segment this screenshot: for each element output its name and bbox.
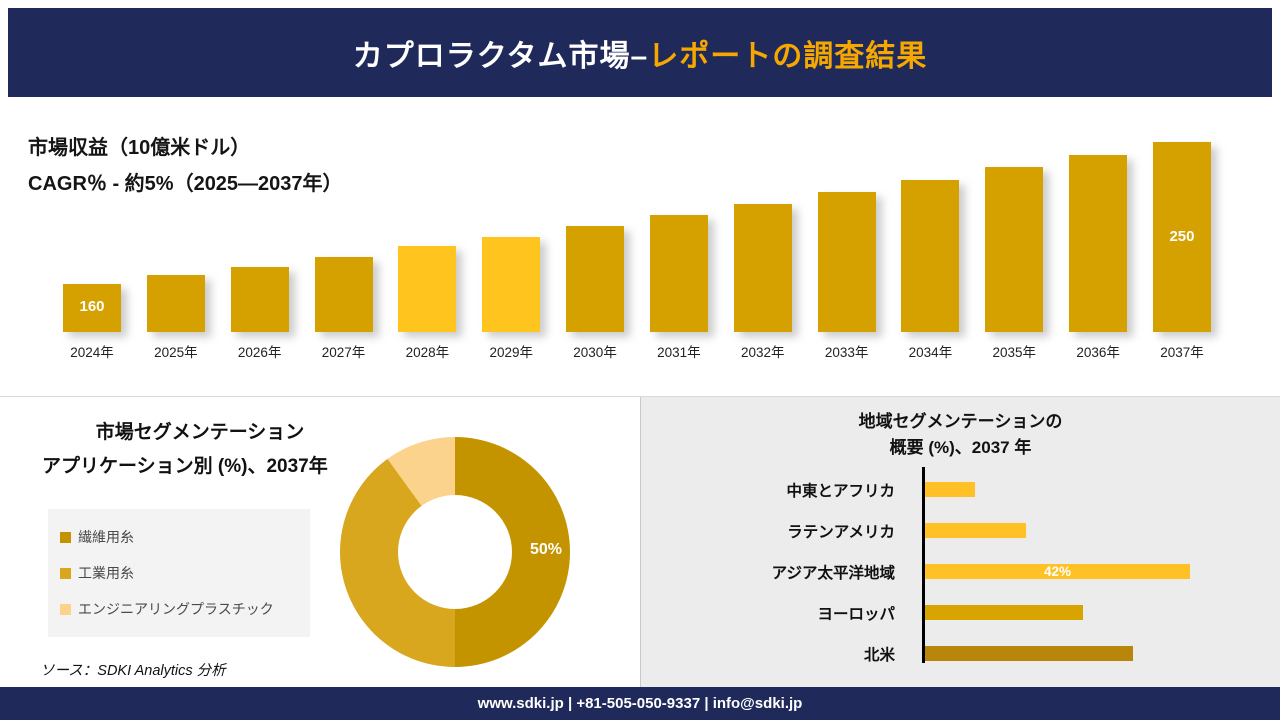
region-row: ヨーロッパ [641,592,1280,633]
region-row: ラテンアメリカ [641,510,1280,551]
source-note: ソース：SDKI Analytics 分析 [40,663,226,679]
region-bar [925,482,975,497]
legend-item: 繊維用糸 [60,527,298,547]
revenue-bar-cell: 2034年 [890,180,970,360]
revenue-bar-cell: 2025年 [136,275,216,360]
legend-swatch [60,531,71,543]
region-rows: 中東とアフリカ ラテンアメリカアジア太平洋地域 42% ヨーロッパ北米 [641,469,1280,674]
revenue-bar [566,226,625,332]
revenue-bar-cell: 2028年 [387,246,467,360]
revenue-bar-cell: 2026年 [220,267,300,360]
x-axis-label: 2036年 [1076,345,1120,360]
x-axis-label: 2027年 [321,345,366,360]
application-donut: 50% [340,437,570,667]
region-bar: 42% [925,564,1190,579]
region-row: 中東とアフリカ [641,469,1280,510]
x-axis-label: 2030年 [573,345,617,360]
legend-swatch [60,567,71,579]
revenue-bar: 160 [63,284,121,332]
header-banner: カプロラクタム市場–レポートの調査結果 [8,8,1272,97]
x-axis-label: 2032年 [740,345,785,360]
revenue-bar: 250 [1152,142,1211,332]
revenue-bar [817,192,876,332]
legend-label: 工業用糸 [78,565,134,581]
x-axis-label: 2028年 [405,345,450,360]
page-title: カプロラクタム市場–レポートの調査結果 [353,31,927,75]
revenue-bar [649,215,708,332]
region-label: ラテンアメリカ [787,523,895,541]
revenue-chart-labels: 市場収益（10億米ドル） CAGR％ - 約5%（2025―2037年） [28,130,343,202]
revenue-chart-subtitle: CAGR％ - 約5%（2025―2037年） [28,173,343,195]
revenue-bar [901,180,960,332]
donut-value-label: 50% [529,541,563,558]
revenue-bar-cell: 2035年 [974,167,1054,360]
region-title: 地域セグメンテーションの 概要 (%)、2037 年 [641,409,1280,461]
revenue-bar-cell: 2032年 [723,204,803,360]
region-panel: 地域セグメンテーションの 概要 (%)、2037 年 中東とアフリカ ラテンアメリ… [640,397,1280,687]
revenue-bar [398,246,457,332]
revenue-bar-cell: 2033年 [807,192,887,360]
revenue-bar [146,275,205,332]
region-axis-line [922,467,925,663]
region-label: アジア太平洋地域 [771,564,895,582]
revenue-bar [733,204,792,332]
region-label: 北米 [863,646,895,664]
region-bar [925,646,1133,661]
footer-text: www.sdki.jp | +81-505-050-9337 | info@sd… [477,695,803,712]
region-row: アジア太平洋地域 42% [641,551,1280,592]
x-axis-label: 2035年 [992,345,1037,360]
legend-swatch [60,603,71,615]
revenue-bar-cell: 2031年 [639,215,719,360]
region-label: ヨーロッパ [817,605,895,623]
segmentation-legend: 繊維用糸工業用糸エンジニアリングプラスチック [48,509,310,637]
x-axis-label: 2025年 [154,345,198,360]
segmentation-subtitle: アプリケーション別 (%)、2037年 [42,456,328,477]
page-title-accent: レポートの調査結果 [648,39,928,73]
revenue-bar-cell: 2036年 [1058,155,1138,360]
legend-item: エンジニアリングプラスチック [60,599,298,619]
x-axis-label: 2033年 [824,345,869,360]
legend-label: 繊維用糸 [78,529,134,545]
donut-hole [398,495,512,609]
revenue-bar [985,167,1044,332]
bar-value-label: 160 [79,298,105,315]
region-bar-value-label: 42% [1043,564,1072,579]
x-axis-label: 2037年 [1160,345,1204,360]
revenue-bar-cell: 2029年 [471,237,551,360]
region-bar [925,605,1083,620]
revenue-bar-cell: 250 2037年 [1142,142,1222,360]
x-axis-label: 2026年 [237,345,282,360]
x-axis-label: 2029年 [489,345,533,360]
region-row: 北米 [641,633,1280,674]
region-title-line2: 概要 (%)、2037 年 [889,438,1032,457]
revenue-bar [314,257,373,332]
footer-bar: www.sdki.jp | +81-505-050-9337 | info@sd… [0,687,1280,720]
x-axis-label: 2034年 [908,345,953,360]
revenue-bar [482,237,541,332]
page-title-main: カプロラクタム市場– [352,39,649,73]
revenue-bars: 160 2024年 2025年 2026年 2027年 2028年 2029年 2030年 20… [52,142,1222,360]
revenue-bar-cell: 2027年 [304,257,384,360]
revenue-chart-title: 市場収益（10億米ドル） [28,137,251,159]
revenue-bar-cell: 2030年 [555,226,635,360]
revenue-bar [1069,155,1128,332]
region-title-line1: 地域セグメンテーションの [858,412,1063,431]
x-axis-label: 2024年 [70,345,114,360]
region-bar [925,523,1026,538]
region-label: 中東とアフリカ [786,482,895,500]
revenue-bar [230,267,289,332]
section-divider [0,396,1280,397]
segmentation-title: 市場セグメンテーション [95,422,305,443]
legend-label: エンジニアリングプラスチック [78,601,274,617]
bar-value-label: 250 [1169,228,1195,245]
x-axis-label: 2031年 [657,345,701,360]
legend-item: 工業用糸 [60,563,298,583]
market-segmentation-panel: 市場セグメンテーション アプリケーション別 (%)、2037年 繊維用糸工業用糸… [0,397,640,687]
revenue-bar-cell: 160 2024年 [52,284,132,360]
